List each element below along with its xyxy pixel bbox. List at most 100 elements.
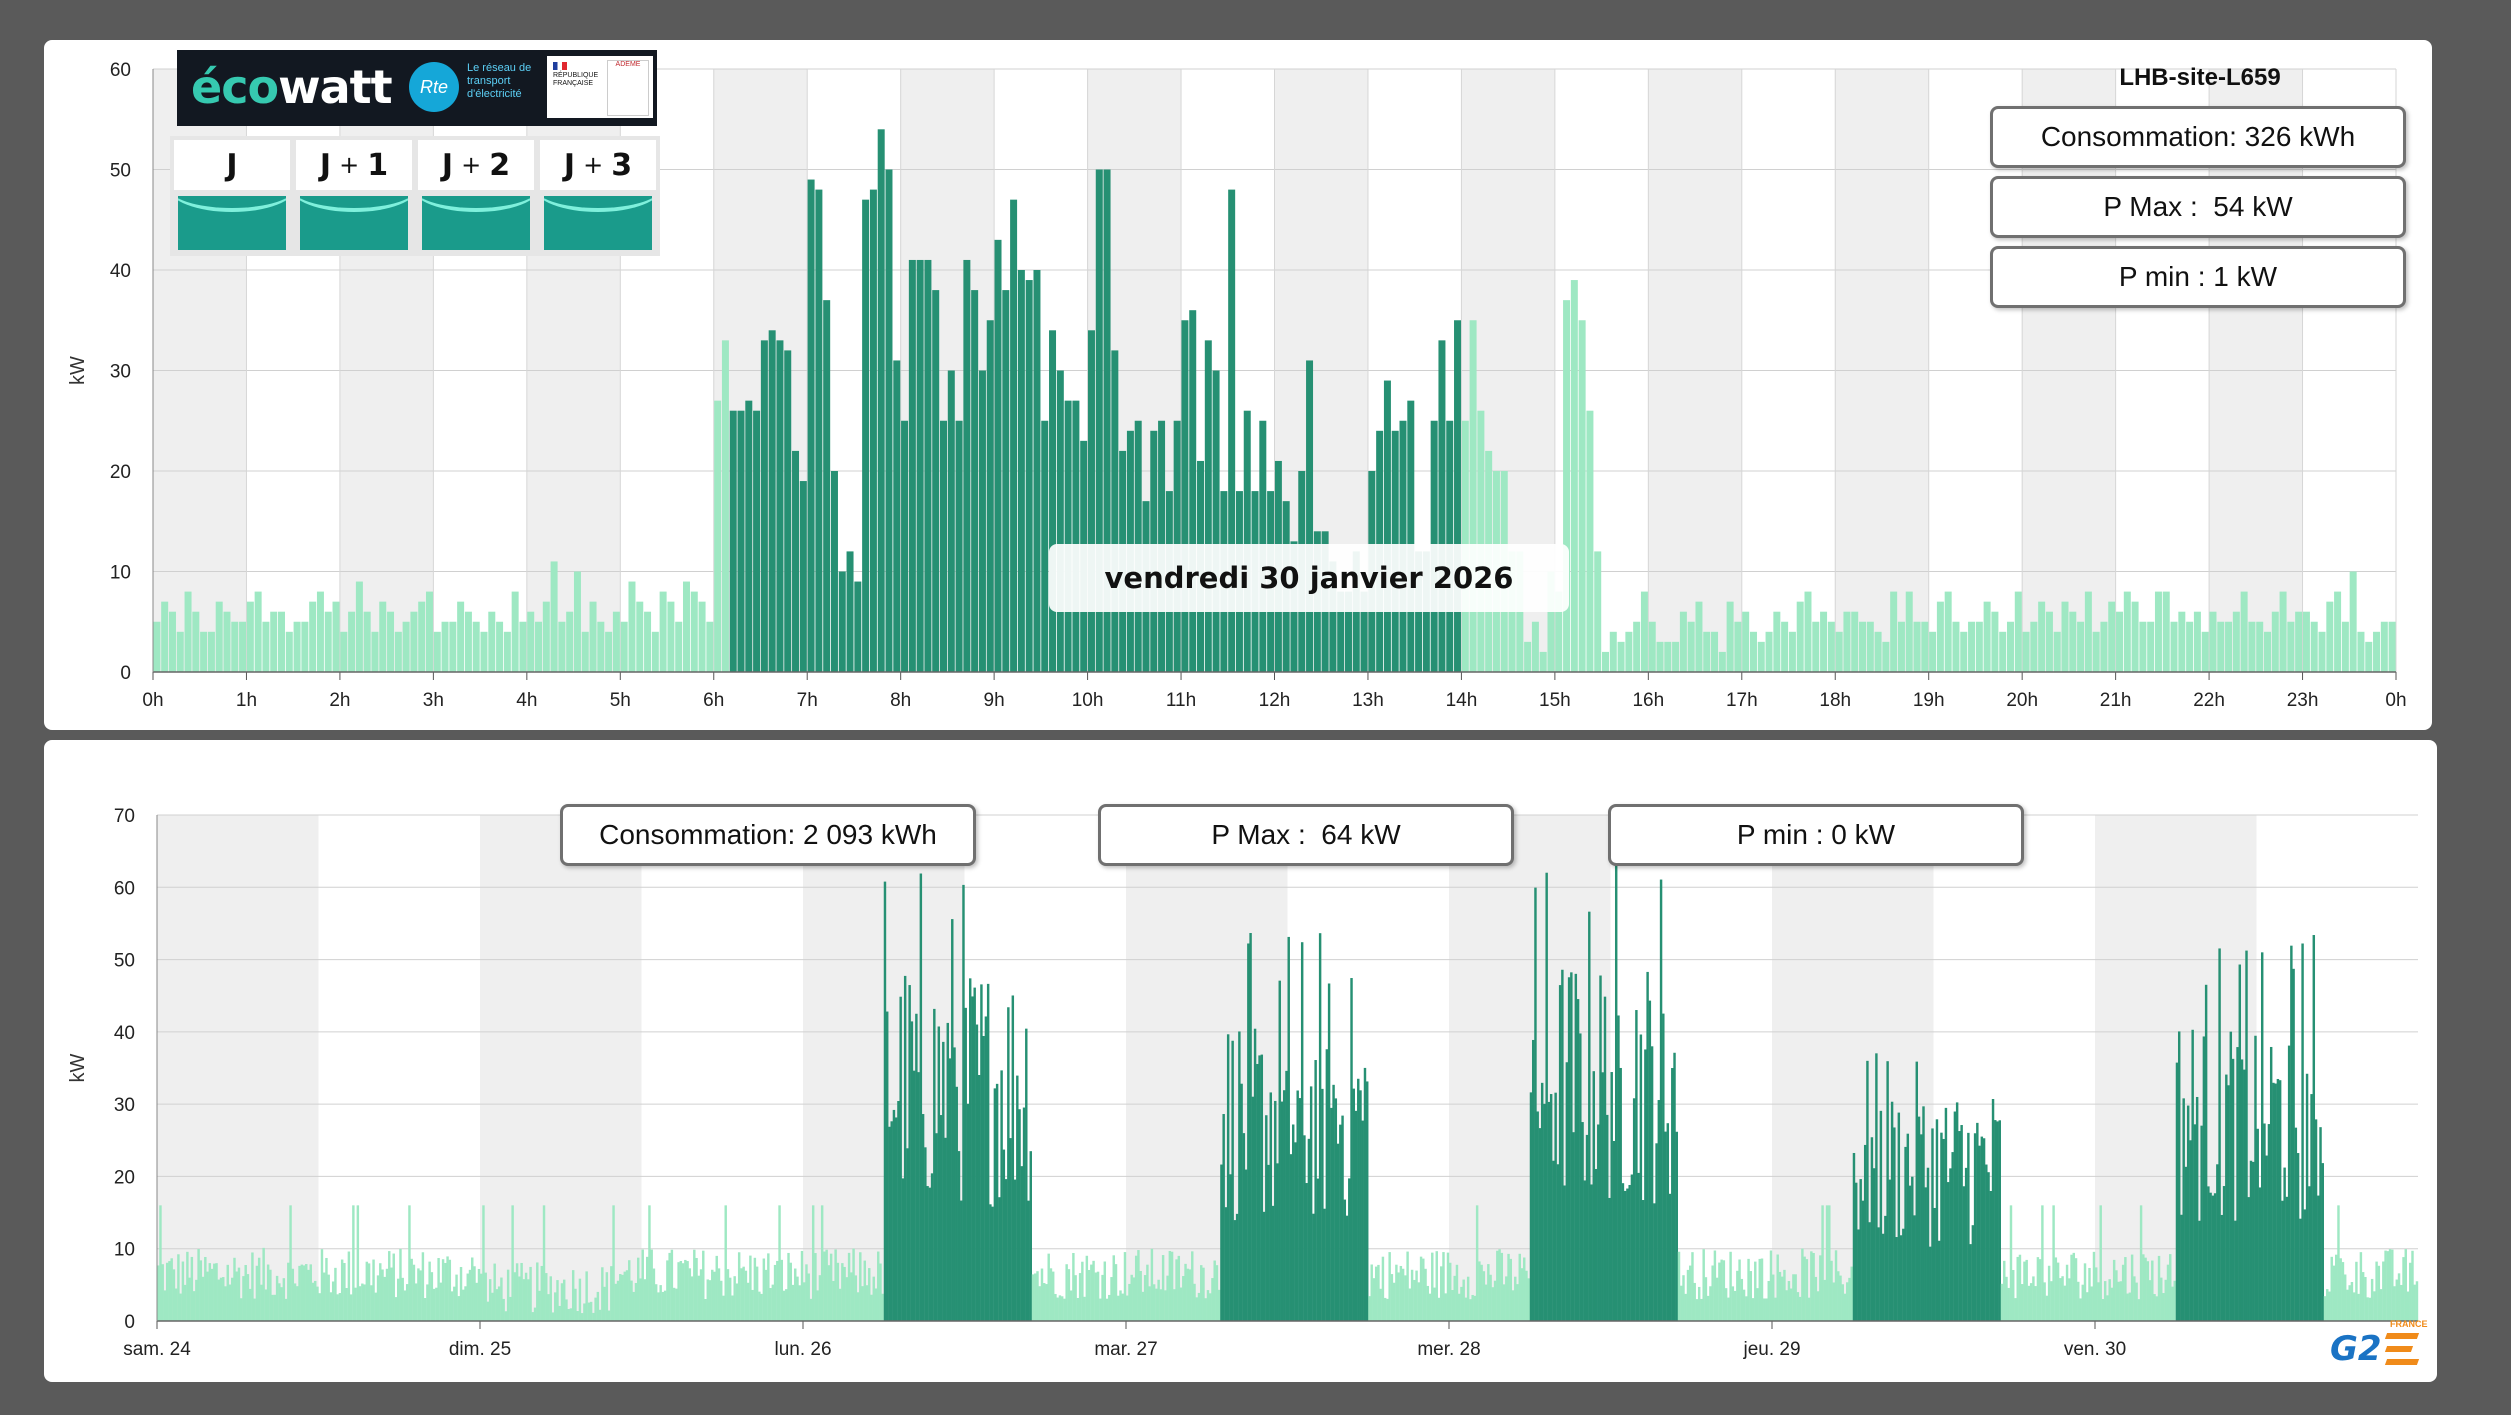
week-bar — [1182, 1276, 1185, 1321]
week-bar — [2296, 1153, 2300, 1321]
week-bar — [1623, 1190, 1627, 1321]
week-bar — [170, 1258, 173, 1321]
week-bar — [771, 1284, 775, 1321]
week-bar — [571, 1270, 575, 1321]
week-bar — [592, 1312, 595, 1321]
day-bar — [1103, 169, 1111, 672]
day-bar — [1578, 320, 1586, 672]
week-bar — [1659, 879, 1663, 1321]
week-bar — [1967, 1132, 1970, 1321]
week-bar — [506, 1269, 510, 1321]
week-bar — [1920, 1134, 1923, 1321]
week-bar — [942, 1041, 945, 1321]
week-bar — [524, 1272, 528, 1321]
ecowatt-day-3[interactable]: J +3 — [540, 140, 656, 252]
week-bar — [1982, 1138, 1986, 1321]
week-bar — [583, 1303, 586, 1321]
week-bar — [785, 1289, 788, 1321]
day-bar — [2154, 591, 2162, 672]
week-bar — [1767, 1280, 1770, 1321]
day-bar — [2084, 591, 2092, 672]
day-bar — [1243, 410, 1251, 672]
week-bar — [1336, 1143, 1340, 1321]
week-bar — [841, 1263, 844, 1321]
ecowatt-day-0[interactable]: J — [174, 140, 290, 252]
week-bar — [1949, 1168, 1952, 1321]
week-bar — [437, 1258, 440, 1321]
week-bar — [2177, 1031, 2181, 1321]
week-bar — [1693, 1282, 1696, 1321]
day-bar — [1742, 611, 1750, 672]
week-bar — [1785, 1290, 1788, 1321]
week-bar — [2068, 1278, 2071, 1321]
week-bar — [511, 1205, 514, 1321]
week-bar — [2045, 1295, 2049, 1321]
week-bar — [1217, 1289, 1221, 1321]
week-bar — [432, 1288, 436, 1321]
week-bar — [1056, 1297, 1059, 1321]
week-bar — [538, 1290, 541, 1321]
week-bar — [1736, 1270, 1739, 1321]
week-bar — [1774, 1297, 1777, 1321]
week-bar — [724, 1205, 727, 1321]
week-bar — [1258, 1055, 1261, 1321]
day-bar — [270, 611, 278, 672]
ecowatt-day-2[interactable]: J +2 — [418, 140, 534, 252]
week-bar — [1231, 1040, 1234, 1321]
week-bar — [1610, 1072, 1613, 1321]
week-bar — [172, 1269, 176, 1321]
week-bar — [242, 1276, 245, 1321]
week-bar — [1321, 1088, 1324, 1321]
week-bar — [190, 1256, 194, 1321]
week-bar — [2155, 1296, 2159, 1321]
day-bar — [153, 621, 161, 672]
day-bar — [776, 340, 784, 672]
week-bar — [576, 1311, 579, 1321]
week-bar — [1574, 973, 1578, 1321]
week-bar — [1462, 1279, 1465, 1321]
week-bar — [1505, 1276, 1508, 1321]
week-bar — [1549, 1094, 1553, 1321]
week-bar — [2404, 1249, 2407, 1321]
week-bar — [1626, 1188, 1629, 1321]
ecowatt-day-1[interactable]: J +1 — [296, 140, 412, 252]
day-bar — [698, 601, 706, 672]
week-bar — [361, 1283, 364, 1321]
week-bar — [2229, 1031, 2233, 1321]
day-bar — [301, 621, 309, 672]
week-bar — [2009, 1205, 2013, 1321]
week-bar — [1778, 1271, 1782, 1321]
ecowatt-green-signal-icon — [422, 196, 530, 250]
day-bar — [496, 621, 504, 672]
week-bar — [1285, 1070, 1288, 1321]
week-bar — [1139, 1270, 1142, 1321]
day-bar — [2388, 621, 2396, 672]
day-bar — [1765, 631, 1773, 672]
week-bar — [1958, 1131, 1961, 1321]
week-bar — [1029, 1151, 1032, 1321]
week-bar — [2034, 1286, 2037, 1321]
week-bar — [1410, 1269, 1414, 1321]
week-bar — [417, 1268, 420, 1321]
ecowatt-logo[interactable]: écowatt Rte Le réseau de transport d'éle… — [177, 50, 657, 126]
day-bar — [2170, 621, 2178, 672]
g2e-logo[interactable]: G2 FRANCE — [2330, 1319, 2428, 1375]
week-bar — [1152, 1284, 1156, 1321]
week-bar — [235, 1271, 238, 1321]
week-bar — [2222, 1186, 2226, 1321]
day-bar — [924, 259, 932, 672]
week-bar — [231, 1277, 234, 1321]
day-bar — [1095, 169, 1103, 672]
y-tick-label: 10 — [114, 1240, 135, 1261]
week-bar — [1590, 1184, 1593, 1321]
week-bar — [1917, 1116, 1921, 1321]
week-bar — [903, 975, 907, 1321]
week-bar — [1935, 1119, 1939, 1321]
day-bar — [2232, 611, 2240, 672]
week-bar — [1484, 1284, 1488, 1321]
week-bar — [251, 1252, 254, 1321]
week-bar — [2413, 1284, 2416, 1321]
week-bar — [2151, 1260, 2154, 1321]
day-bar — [1882, 641, 1890, 672]
week-bar — [668, 1252, 671, 1321]
